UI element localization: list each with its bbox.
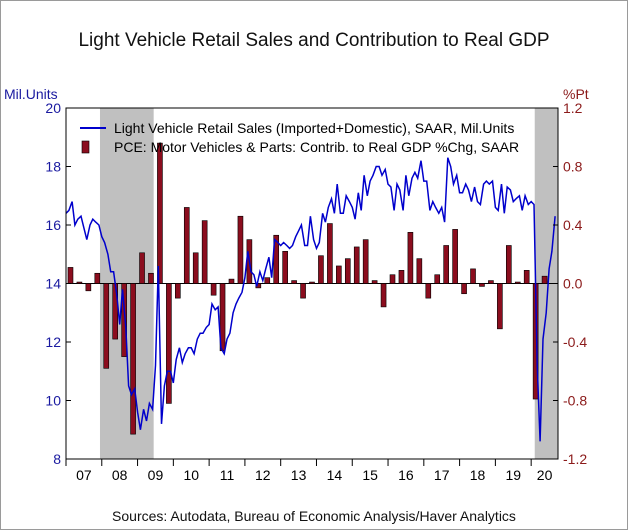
contribution-bar [228, 278, 235, 284]
contribution-bar [192, 252, 199, 284]
right-axis-tick-label: -0.8 [563, 393, 587, 409]
right-axis-tick-label: 0.8 [563, 159, 583, 175]
contribution-bar [300, 283, 306, 299]
x-axis-tick-label: 10 [183, 467, 199, 483]
left-axis-tick-label: 10 [45, 393, 61, 409]
contribution-bar [291, 280, 297, 284]
left-axis-tick-label: 8 [53, 451, 61, 467]
contribution-bar [362, 239, 369, 284]
x-axis-tick-label: 20 [537, 467, 553, 483]
left-axis-tick-label: 12 [45, 334, 61, 350]
contribution-bar [166, 283, 172, 404]
contribution-bar [398, 270, 405, 284]
contribution-bar [479, 283, 485, 287]
source-note: Sources: Autodata, Bureau of Economic An… [112, 508, 516, 524]
retail-sales-line [65, 157, 556, 442]
left-axis-tick-label: 20 [45, 100, 61, 116]
left-axis-tick-label: 16 [45, 217, 61, 233]
legend-label-line: Light Vehicle Retail Sales (Imported+Dom… [114, 120, 514, 136]
contribution-bar [389, 274, 396, 284]
contribution-bar [121, 283, 127, 357]
chart-title: Light Vehicle Retail Sales and Contribut… [78, 30, 550, 51]
contribution-bar [85, 283, 92, 292]
contribution-bar [353, 246, 360, 284]
contribution-bar [201, 220, 208, 284]
contribution-bar [264, 277, 271, 284]
contribution-bar [452, 229, 458, 284]
contribution-bar [67, 267, 74, 284]
contribution-bar [175, 283, 181, 299]
contribution-bar [327, 223, 333, 284]
contribution-bar [416, 258, 423, 284]
right-axis-tick-label: -1.2 [563, 451, 587, 467]
contribution-bar [210, 283, 217, 296]
contribution-bar [371, 280, 378, 284]
contribution-bar [103, 283, 110, 369]
contribution-bar [523, 270, 530, 284]
legend-bar-swatch [81, 140, 90, 154]
contribution-bar [443, 245, 449, 284]
left-axis-label: Mil.Units [4, 86, 58, 102]
x-axis-tick-label: 08 [112, 467, 128, 483]
contribution-bar [505, 245, 512, 284]
contribution-bar [318, 255, 324, 284]
right-axis-label: %Pt [563, 86, 589, 102]
contribution-bar [497, 283, 503, 330]
contribution-bar [425, 283, 432, 299]
x-axis-tick-label: 17 [434, 467, 450, 483]
contribution-bar [344, 258, 351, 284]
contribution-bar [514, 281, 521, 284]
contribution-bar [309, 281, 315, 284]
x-axis-tick-label: 12 [255, 467, 271, 483]
x-axis-tick-label: 13 [291, 467, 307, 483]
contribution-bar [407, 232, 414, 284]
x-axis-tick-label: 07 [76, 467, 92, 483]
contribution-bar [157, 142, 163, 284]
x-axis-tick-label: 11 [220, 467, 235, 483]
left-axis-tick-label: 18 [45, 159, 61, 175]
contribution-bar [94, 272, 101, 284]
contribution-bar [541, 275, 548, 284]
x-axis-tick-label: 09 [148, 467, 164, 483]
x-axis-tick-label: 14 [327, 467, 343, 483]
right-axis-tick-label: 1.2 [563, 100, 583, 116]
contribution-bar [336, 265, 342, 284]
contribution-bar [139, 252, 145, 284]
contribution-bar [130, 283, 136, 435]
contribution-bar [282, 251, 288, 284]
x-axis-tick-label: 19 [505, 467, 521, 483]
x-axis-tick-label: 18 [470, 467, 486, 483]
contribution-bar [76, 281, 83, 284]
left-axis-tick-label: 14 [45, 276, 61, 292]
x-axis-tick-label: 15 [362, 467, 378, 483]
contribution-bar [461, 283, 467, 295]
right-axis-tick-label: 0.0 [563, 276, 583, 292]
right-axis-tick-label: -0.4 [563, 334, 587, 350]
contribution-bar [183, 207, 190, 284]
contribution-bar [470, 268, 476, 284]
contribution-bar [488, 280, 494, 284]
contribution-bar [380, 283, 387, 308]
right-axis-tick-label: 0.4 [563, 217, 583, 233]
contribution-bar [148, 272, 154, 284]
contribution-bar [237, 215, 244, 284]
contribution-bar [434, 274, 441, 284]
x-axis-tick-label: 16 [398, 467, 414, 483]
legend-label-bar: PCE: Motor Vehicles & Parts: Contrib. to… [114, 139, 519, 155]
